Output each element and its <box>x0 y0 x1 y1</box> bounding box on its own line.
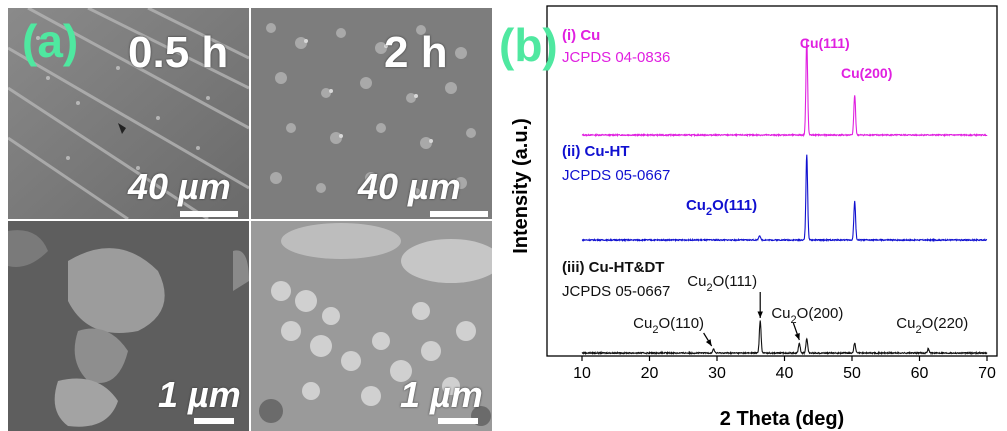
series-line-3 <box>581 320 988 356</box>
arrow-cu2o111-head <box>757 311 763 318</box>
series-name-2: (ii) Cu-HT <box>562 143 629 160</box>
x-tick-label-50: 50 <box>843 365 861 382</box>
x-tick-label-10: 10 <box>573 365 591 382</box>
sem-image-top-left <box>8 8 249 219</box>
series-name-3: (iii) Cu-HT&DT <box>562 259 664 276</box>
peak-label-cu2o111-dt: Cu2O(111) <box>687 273 757 294</box>
time-label-2h: 2 h <box>384 28 448 77</box>
scale-label-1um-left: 1 µm <box>158 374 241 415</box>
xrd-chart: 10 20 30 40 50 60 70 2 Theta (deg) Intensity (a.… <box>510 5 998 430</box>
y-axis-label: Intensity (a.u.) <box>510 118 532 254</box>
peak-label-cu2o110: Cu2O(110) <box>633 315 704 336</box>
x-tick-label-40: 40 <box>776 365 794 382</box>
scale-bar-40um-left <box>180 211 238 217</box>
series-name-1: (i) Cu <box>562 27 600 44</box>
panel-a-letter: (a) <box>22 15 79 67</box>
time-label-0.5h: 0.5 h <box>128 28 229 77</box>
scale-label-40um-right: 40 µm <box>358 166 461 207</box>
panel-a: (a) 0.5 h 2 h 40 µm 40 µm 1 µm 1 µm <box>0 0 497 431</box>
series-line-1 <box>581 39 988 138</box>
series-ref-2: JCPDS 05-0667 <box>562 167 670 184</box>
x-tick-label-30: 30 <box>708 365 726 382</box>
peak-label-cu2o220: Cu2O(220) <box>896 315 968 336</box>
peak-label-cu111: Cu(111) <box>800 35 850 51</box>
scale-bar-40um-right <box>430 211 488 217</box>
sem-image-top-right <box>251 8 492 219</box>
scale-label-1um-right: 1 µm <box>400 374 483 415</box>
series-line-2 <box>581 154 988 243</box>
series-ref-1: JCPDS 04-0836 <box>562 49 670 66</box>
arrow-cu2o110-head <box>705 339 712 346</box>
series-ref-3: JCPDS 05-0667 <box>562 283 670 300</box>
plot-frame <box>546 5 998 357</box>
scale-label-40um-left: 40 µm <box>128 166 231 207</box>
sem-image-bottom-right <box>251 221 492 431</box>
scale-bar-1um-left <box>194 418 234 424</box>
x-axis-label: 2 Theta (deg) <box>720 408 844 430</box>
scale-bar-1um-right <box>438 418 478 424</box>
peak-label-cu200: Cu(200) <box>841 65 892 81</box>
peak-label-cu2o111-ht: Cu2O(111) <box>686 197 757 218</box>
x-tick-label-20: 20 <box>641 365 659 382</box>
peak-label-cu2o200: Cu2O(200) <box>771 305 843 326</box>
panel-b-letter: (b) <box>499 19 558 71</box>
sem-image-bottom-left <box>8 221 249 431</box>
x-tick-label-60: 60 <box>911 365 929 382</box>
x-tick-label-70: 70 <box>978 365 996 382</box>
panel-b: 10 20 30 40 50 60 70 2 Theta (deg) Intensity (a.… <box>497 0 1007 431</box>
arrow-cu2o200-head <box>794 333 800 340</box>
